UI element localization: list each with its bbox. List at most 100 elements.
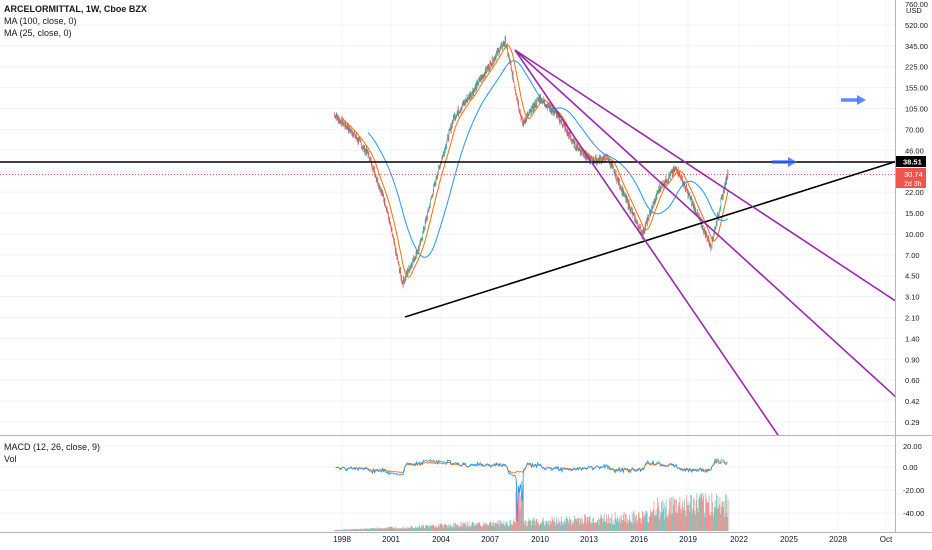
volume-bar [454,523,456,531]
volume-bar [336,529,338,531]
volume-bar [564,518,566,531]
macd-legend[interactable]: MACD (12, 26, close, 9) Vol [4,441,100,465]
volume-bar [472,522,473,531]
volume-bar [684,499,686,531]
volume-bar [513,518,515,531]
volume-bar [641,518,643,531]
volume-bar [583,522,585,531]
arrow-right-icon[interactable] [772,157,797,167]
volume-bar [720,514,722,531]
volume-bar [615,518,617,531]
volume-bar [693,498,695,531]
volume-bar [507,524,509,531]
volume-bar [576,518,577,531]
volume-bar [542,517,544,531]
vol-legend-label[interactable]: Vol [4,454,17,464]
volume-bar [385,527,387,531]
volume-bar [567,523,569,531]
volume-bar [550,523,552,531]
volume-bar [396,527,398,531]
macd-axis[interactable]: 20.00 0.00 -20.00 -40.00 [903,442,924,518]
volume-bar [425,525,427,531]
ma100-legend[interactable]: MA (100, close, 0) [4,16,77,26]
volume-bar [528,518,530,531]
volume-bar [531,519,533,531]
volume-bar [650,511,652,531]
volume-bar [535,519,537,531]
fan-line-3[interactable] [514,49,780,438]
volume-bar [472,521,474,531]
main-legend[interactable]: ARCELORMITTAL, 1W, Cboe BZX MA (100, clo… [4,3,147,39]
volume-bar [392,527,394,531]
volume-bar [607,514,609,531]
volume-bar [716,493,718,531]
volume-bar [440,523,441,531]
volume-bar [717,495,719,531]
support-trendline[interactable] [404,150,932,318]
volume-bar [651,513,653,531]
volume-bar [344,529,346,531]
volume-bar [536,518,538,531]
fan-line-2[interactable] [514,49,932,430]
volume-bar [708,495,710,531]
volume-bar [662,499,664,531]
price-axis[interactable]: 760.00 520.00 345.00 225.00 155.00 105.00 70.0… [905,0,928,427]
volume-bar [470,526,472,531]
main-pane[interactable] [0,0,895,435]
time-axis[interactable]: 1998 2001 2004 2007 2010 2013 2016 2019 2022 2025… [333,535,893,544]
volume-bar [383,527,385,531]
volume-bar [412,527,414,531]
volume-bar [725,512,727,531]
volume-bar [456,524,458,531]
volume-bar [519,509,521,531]
volume-bar [700,492,702,531]
volume-bar [606,518,608,531]
volume-bar [552,519,554,531]
volume-bar [473,523,475,531]
macd-legend-label[interactable]: MACD (12, 26, close, 9) [4,442,101,452]
volume-bar [468,521,470,531]
volume-bar [648,515,650,531]
volume-bar [706,503,708,531]
volume-bar [376,527,378,531]
volume-bar [344,529,346,531]
volume-bar [495,522,497,531]
volume-bar [713,512,715,531]
volume-bar [401,528,403,531]
ma25-legend[interactable]: MA (25, close, 0) [4,28,72,38]
arrow-right-icon[interactable] [841,95,866,105]
volume-bars [334,481,729,531]
volume-bar [582,524,584,531]
price-axis-label: 15.00 [905,209,924,218]
volume-bar [497,520,499,531]
currency-label: USD [906,6,922,15]
volume-bar [422,524,424,531]
volume-bar [695,500,697,531]
volume-bar [414,527,416,531]
macd-pane[interactable] [0,436,895,532]
volume-bar [488,524,490,531]
volume-bar [581,523,583,531]
volume-bar [459,526,461,531]
volume-bar [549,520,551,531]
volume-bar [467,524,469,531]
volume-bar [689,502,691,531]
volume-bar [511,524,513,531]
symbol-title[interactable]: ARCELORMITTAL, 1W, Cboe BZX [4,4,147,14]
volume-bar [577,517,579,531]
price-axis-label: 70.00 [905,125,924,134]
volume-bar [605,522,607,531]
volume-bar [366,528,368,531]
volume-bar [337,529,339,531]
drawings[interactable] [0,49,932,438]
volume-bar [371,528,373,531]
price-axis-label: 520.00 [905,21,928,30]
fan-line-1[interactable] [514,49,932,325]
ma25-line [342,44,729,278]
volume-bar [527,521,529,531]
volume-bar [559,521,561,531]
volume-bar [446,525,448,531]
volume-bar [419,527,421,531]
volume-bar [714,507,715,531]
